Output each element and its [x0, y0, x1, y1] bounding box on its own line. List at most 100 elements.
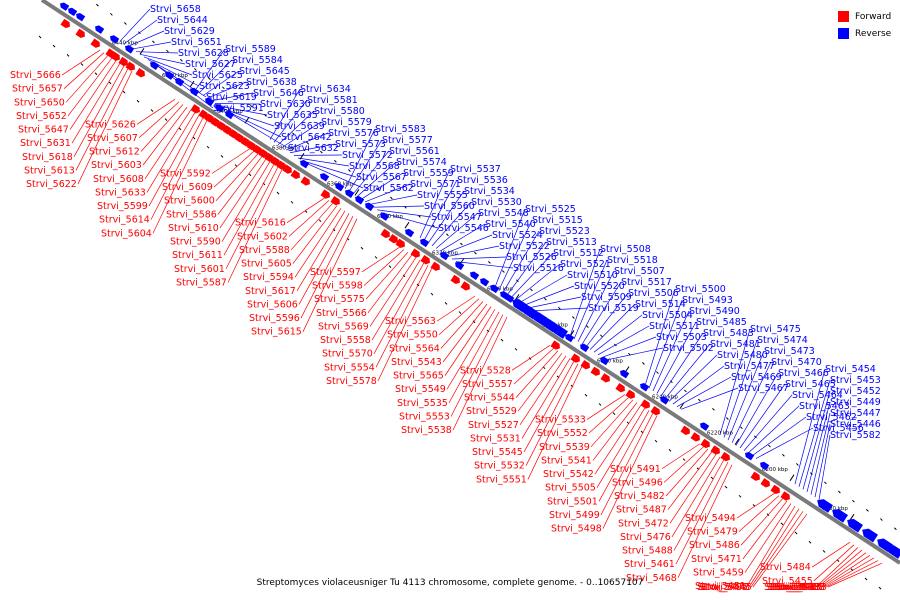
- track-dash: [458, 311, 462, 314]
- gene-label: Strvi_5560: [424, 201, 475, 212]
- leader-line: [723, 339, 758, 438]
- leader-line: [363, 249, 405, 286]
- forward-gene: [240, 136, 250, 147]
- leader-line: [605, 347, 664, 361]
- gene-label: Strvi_5551: [476, 474, 527, 485]
- ruler-tick-label: 6340 kbp: [377, 214, 403, 220]
- forward-gene: [640, 399, 650, 409]
- gene-label: Strvi_5447: [830, 408, 881, 419]
- gene-label: Strvi_5477: [724, 361, 775, 372]
- leader-line: [589, 303, 636, 350]
- leader-line: [530, 307, 589, 312]
- track-dash: [572, 316, 575, 319]
- leader-line: [302, 218, 358, 332]
- track-dash: [502, 270, 505, 273]
- leader-line: [446, 309, 496, 390]
- gene-label: Strvi_5666: [10, 70, 61, 81]
- gene-label: Strvi_5594: [243, 272, 294, 283]
- track-dash: [152, 40, 155, 44]
- leader-line: [372, 205, 425, 208]
- gene-label: Strvi_5586: [166, 209, 217, 220]
- leader-line: [747, 405, 800, 454]
- gene-label: Strvi_5603: [91, 160, 142, 171]
- gene-label: Strvi_5503: [656, 332, 707, 343]
- forward-gene: [770, 484, 780, 495]
- gene-label: Strvi_5474: [757, 335, 808, 346]
- reverse-gene: [380, 212, 390, 221]
- leader-line: [198, 59, 233, 94]
- forward-gene: [625, 389, 635, 399]
- leader-line: [672, 365, 725, 405]
- leader-line: [819, 552, 867, 588]
- reverse-gene: [760, 461, 770, 471]
- leader-line: [138, 101, 180, 139]
- track-dash: [418, 215, 421, 218]
- gene-label: Strvi_5493: [682, 295, 733, 306]
- leader-line: [750, 511, 804, 588]
- forward-gene: [750, 471, 760, 481]
- leader-line: [77, 70, 133, 185]
- ruler-tick-label: 6200 kbp: [762, 467, 788, 473]
- track-dash: [320, 150, 323, 154]
- track-dash: [880, 518, 883, 521]
- gene-label: Strvi_5542: [543, 469, 594, 480]
- forward-gene: [615, 383, 625, 393]
- track-dash: [38, 35, 42, 39]
- leader-line: [365, 251, 409, 300]
- forward-swatch: [838, 11, 849, 22]
- gene-label: Strvi_5599: [97, 201, 148, 212]
- legend-forward: Forward: [838, 8, 891, 25]
- gene-label: Strvi_5484: [760, 562, 811, 573]
- gene-label: Strvi_5433: [776, 582, 827, 593]
- gene-label: Strvi_5466: [778, 368, 829, 379]
- forward-gene: [135, 68, 145, 78]
- gene-label: Strvi_5515: [532, 215, 583, 226]
- gene-label: Strvi_5537: [450, 164, 501, 175]
- forward-gene: [590, 366, 600, 376]
- leader-line: [794, 368, 826, 485]
- leader-line: [61, 49, 101, 76]
- leader-line: [123, 19, 158, 45]
- forward-gene: [430, 261, 440, 271]
- gene-label: Strvi_5642: [281, 132, 332, 143]
- leader-line: [202, 70, 240, 96]
- leader-line: [806, 401, 831, 493]
- track-dash: [782, 453, 785, 457]
- track-dash: [306, 141, 309, 145]
- forward-gene: [290, 169, 300, 180]
- gene-label: Strvi_5569: [318, 321, 369, 332]
- gene-label: Strvi_5476: [620, 532, 671, 543]
- gene-label: Strvi_5546: [438, 223, 489, 234]
- ruler-tick: [789, 474, 795, 482]
- gene-label: Strvi_5528: [460, 365, 511, 376]
- leader-line: [592, 402, 638, 461]
- leader-line: [585, 292, 629, 348]
- reverse-gene: [565, 333, 575, 343]
- reverse-gene: [480, 278, 490, 287]
- gene-label: Strvi_5480: [717, 350, 768, 361]
- gene-label: Strvi_5483: [703, 328, 754, 339]
- leader-line: [663, 446, 705, 483]
- leader-line: [142, 106, 188, 166]
- track-dash: [682, 458, 686, 461]
- track-dash: [446, 233, 449, 237]
- leader-line: [143, 56, 193, 76]
- track-dash: [472, 320, 476, 324]
- gene-label: Strvi_5519: [588, 303, 639, 314]
- track-dash: [360, 246, 364, 250]
- gene-label: Strvi_5509: [581, 292, 632, 303]
- reverse-gene: [95, 25, 105, 34]
- gene-label: Strvi_5626: [85, 119, 136, 130]
- leader-line: [444, 306, 492, 376]
- gene-label: Strvi_5554: [324, 362, 375, 373]
- gene-label: Strvi_5478: [699, 582, 750, 593]
- gene-label: Strvi_5587: [176, 277, 227, 288]
- gene-label: Strvi_5541: [541, 455, 592, 466]
- gene-label: Strvi_5508: [600, 244, 651, 255]
- forward-gene: [190, 104, 200, 114]
- leader-line: [144, 109, 192, 179]
- gene-label: Strvi_5646: [253, 88, 304, 99]
- reverse-swatch: [838, 28, 849, 39]
- leader-line: [511, 345, 551, 371]
- leader-line: [423, 179, 458, 241]
